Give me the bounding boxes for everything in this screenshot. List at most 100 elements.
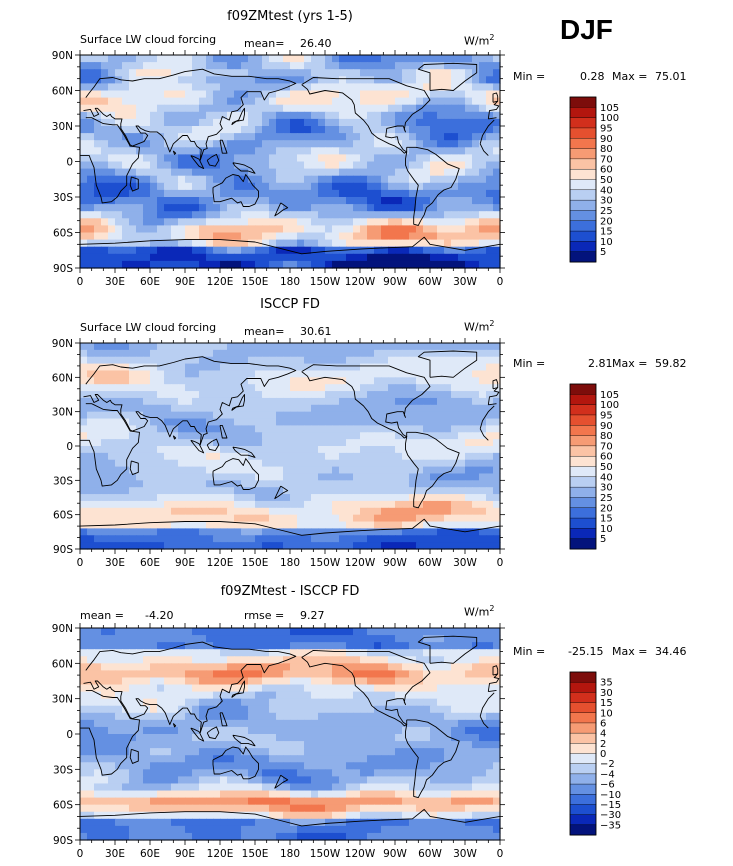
field-cell: [94, 384, 102, 392]
field-cell: [304, 494, 312, 502]
field-cell: [80, 384, 88, 392]
x-tick-label: 60W: [418, 557, 442, 569]
field-cell: [206, 260, 214, 269]
field-cell: [353, 542, 361, 550]
field-cell: [493, 507, 501, 516]
field-cell: [486, 118, 494, 127]
field-cell: [360, 712, 368, 721]
field-cell: [108, 411, 116, 420]
field-cell: [276, 175, 284, 184]
field-cell: [395, 514, 403, 523]
field-cell: [80, 677, 88, 686]
field-cell: [465, 239, 473, 248]
field-cell: [395, 391, 403, 399]
field-cell: [297, 411, 305, 420]
field-cell: [311, 197, 319, 205]
field-cell: [164, 239, 172, 248]
field-cell: [248, 118, 256, 127]
field-cell: [276, 246, 284, 255]
field-cell: [311, 439, 319, 447]
field-cell: [472, 734, 480, 742]
field-cell: [367, 521, 375, 529]
field-cell: [374, 69, 382, 77]
coastline: [487, 387, 500, 405]
field-cell: [108, 246, 116, 255]
field-cell: [465, 175, 473, 184]
field-cell: [395, 147, 403, 155]
field-cell: [108, 741, 116, 749]
field-cell: [297, 154, 305, 163]
field-cell: [248, 260, 256, 269]
field-cell: [290, 83, 298, 92]
field-cell: [136, 126, 144, 134]
field-cell: [311, 642, 319, 650]
field-cell: [430, 734, 438, 742]
field-cell: [451, 459, 459, 468]
field-cell: [486, 260, 494, 269]
field-cell: [423, 154, 431, 163]
field-cell: [157, 397, 165, 406]
field-cell: [360, 446, 368, 454]
field-cell: [171, 111, 179, 120]
field-cell: [129, 528, 137, 536]
field-cell: [311, 691, 319, 700]
field-cell: [108, 466, 116, 475]
field-cell: [101, 349, 109, 358]
field-cell: [409, 104, 417, 113]
field-cell: [325, 197, 333, 205]
field-cell: [87, 439, 95, 447]
field-cell: [143, 734, 151, 742]
field-cell: [486, 635, 494, 643]
field-cell: [486, 356, 494, 365]
field-cell: [136, 411, 144, 420]
field-cell: [227, 521, 235, 529]
panel-2-max-value: 59.82: [655, 357, 687, 370]
field-cell: [367, 253, 375, 262]
field-cell: [192, 719, 200, 728]
colorbar-swatch: [569, 230, 597, 242]
field-cell: [318, 118, 326, 127]
field-cell: [150, 225, 158, 234]
field-cell: [430, 473, 438, 481]
field-cell: [304, 189, 312, 198]
field-cell: [332, 507, 340, 516]
field-cell: [234, 118, 242, 127]
field-cell: [269, 133, 277, 141]
field-cell: [297, 628, 305, 636]
field-cell: [108, 397, 116, 406]
field-cell: [318, 384, 326, 392]
field-cell: [136, 349, 144, 358]
field-cell: [486, 133, 494, 141]
field-cell: [416, 356, 424, 365]
field-cell: [101, 211, 109, 219]
field-cell: [108, 452, 116, 461]
field-cell: [437, 521, 445, 529]
field-cell: [255, 500, 263, 509]
field-cell: [290, 239, 298, 248]
field-cell: [213, 197, 221, 205]
field-cell: [171, 69, 179, 77]
field-cell: [248, 175, 256, 184]
field-cell: [297, 55, 305, 63]
field-cell: [409, 55, 417, 63]
field-cell: [367, 452, 375, 461]
field-cell: [241, 535, 249, 543]
colorbar-level-label: 90: [600, 421, 613, 432]
field-cell: [80, 628, 88, 636]
field-cell: [213, 384, 221, 392]
field-cell: [318, 69, 326, 77]
field-cell: [262, 161, 270, 170]
field-cell: [297, 459, 305, 468]
field-cell: [234, 656, 242, 664]
field-cell: [185, 487, 193, 495]
field-cell: [171, 480, 179, 488]
field-cell: [101, 225, 109, 234]
field-cell: [290, 104, 298, 113]
field-cell: [122, 719, 130, 728]
field-cell: [472, 425, 480, 433]
field-cell: [87, 698, 95, 707]
field-cell: [374, 182, 382, 191]
field-cell: [332, 147, 340, 155]
field-cell: [493, 656, 501, 664]
field-cell: [220, 691, 228, 700]
